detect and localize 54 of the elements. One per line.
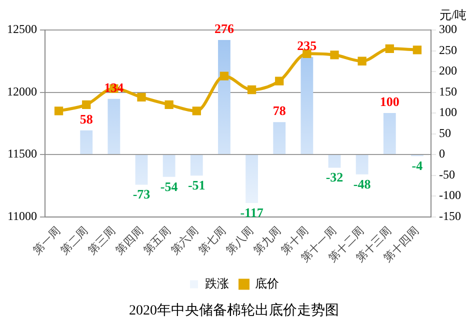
point [164,100,174,110]
y2-tick-label: 0 [439,146,446,161]
y2-tick-label: 100 [439,105,458,120]
bar [300,56,314,154]
data-label: 276 [214,20,234,36]
point [412,46,422,54]
text: 2020年中央储备棉轮出底价走势图 [129,302,339,318]
point [385,44,394,54]
y2-tick-label: 50 [439,126,452,140]
data-label: 100 [380,94,400,109]
legend-label: 跌涨 [205,276,229,290]
bar [383,113,396,154]
y2-tick-label: 150 [439,84,458,98]
y-tick-label: 11000 [7,208,37,223]
y2-tick-label: -100 [439,188,462,202]
point [247,85,256,94]
data-label: 58 [80,111,94,126]
point [192,106,201,116]
bar [108,98,120,154]
y2-axis-title: 元/吨 [439,8,467,22]
data-label: 235 [297,38,318,53]
y2-tick-label: -150 [439,208,462,223]
bar [246,155,258,204]
point [54,106,64,116]
data-label: 78 [272,102,286,118]
data-label: -51 [188,178,206,193]
bar [162,155,176,177]
y-tick-label: 11500 [7,146,37,161]
bar [273,122,286,154]
bar [80,130,93,154]
point [330,50,339,60]
bar [218,40,230,154]
y2-tick-label: 250 [439,42,458,57]
point [275,76,284,86]
y-tick-label: 12500 [7,22,37,36]
data-label: -54 [160,178,178,194]
y2-tick-label: -50 [439,167,456,182]
legend-label: 底价 [255,276,279,290]
y2-tick-label: 300 [439,22,458,36]
point [358,56,366,66]
bar [190,155,203,176]
y-tick-label: 12000 [7,84,37,98]
point [137,92,146,102]
bar [328,155,341,168]
data-label: -73 [132,186,151,202]
bar [356,155,368,174]
y2-tick-label: 200 [439,64,458,78]
bar [135,155,148,185]
data-label: -4 [412,158,424,174]
point [82,100,91,110]
point [220,72,229,80]
data-label: -48 [353,176,372,192]
data-label: -32 [326,170,344,185]
data-label: -117 [240,204,264,220]
